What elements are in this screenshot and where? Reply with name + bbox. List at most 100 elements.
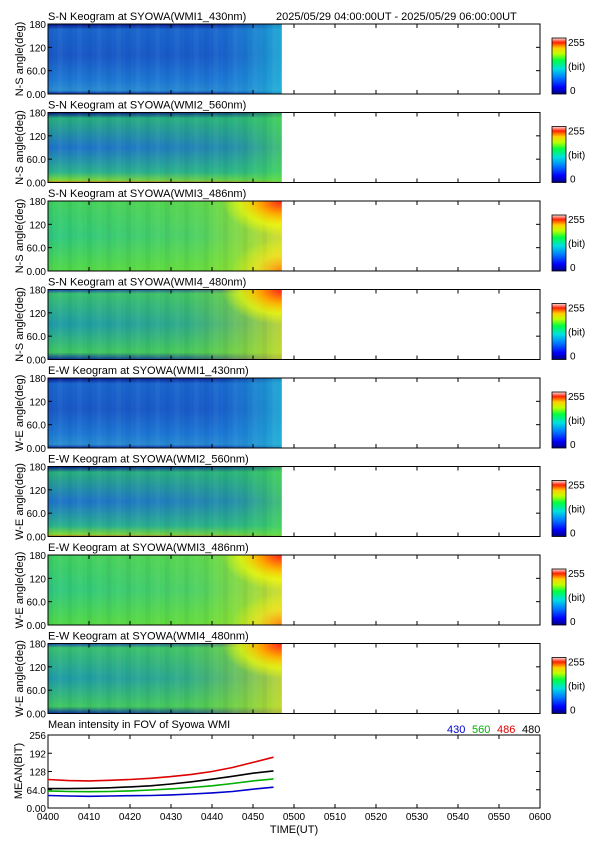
keogram-texture <box>145 201 151 271</box>
keogram-texture <box>116 378 122 448</box>
keogram-texture <box>116 112 122 183</box>
keogram-texture <box>57 555 63 625</box>
series-line-430 <box>47 786 274 798</box>
keogram-bright-edge <box>231 593 282 625</box>
keogram-texture <box>86 201 92 271</box>
x-tick-label: 0450 <box>242 812 265 823</box>
line-series <box>47 756 274 798</box>
colorbar-unit: (bit) <box>568 239 585 250</box>
keogram-texture <box>194 643 199 714</box>
y-tick-label: 256 <box>29 731 46 742</box>
x-axis-label: TIME(UT) <box>270 824 318 836</box>
colorbar-max: 255 <box>568 38 585 49</box>
colorbar <box>551 480 567 537</box>
keogram-texture <box>135 378 141 448</box>
keogram-texture <box>106 555 112 625</box>
keogram-texture <box>174 555 180 625</box>
colorbar-unit: (bit) <box>568 62 585 73</box>
keogram-texture <box>96 289 102 360</box>
x-tick-label: 0600 <box>529 812 552 823</box>
keogram-panel: E-W Keogram at SYOWA(WMI2_560nm)180 120 60… <box>14 454 585 544</box>
y-tick-label: 120 <box>29 486 46 497</box>
keogram-texture <box>116 555 122 625</box>
y-tick-label: 180 <box>29 286 46 297</box>
y-tick-label: 120 <box>29 43 46 54</box>
keogram-texture <box>96 201 102 271</box>
line-panel-title: Mean intensity in FOV of Syowa WMI <box>48 719 230 731</box>
y-tick-label: 0.00 <box>27 533 47 544</box>
keogram-texture <box>203 289 209 360</box>
y-tick-label: 120 <box>29 309 46 320</box>
keogram-texture <box>203 466 209 537</box>
keogram-texture <box>271 378 277 448</box>
x-tick-label: 0410 <box>78 812 101 823</box>
keogram-texture <box>194 555 199 625</box>
keogram-texture <box>57 201 63 271</box>
panel-title: E-W Keogram at SYOWA(WMI1_430nm) <box>48 365 249 377</box>
panel-title: S-N Keogram at SYOWA(WMI3_486nm) <box>48 188 246 200</box>
y-tick-label: 180 <box>29 374 46 385</box>
colorbar-max: 255 <box>568 304 585 315</box>
colorbar-unit: (bit) <box>568 682 585 693</box>
keogram-texture <box>145 112 151 183</box>
colorbar-max: 255 <box>568 481 585 492</box>
keogram-texture <box>271 112 277 183</box>
keogram-texture <box>184 201 190 271</box>
keogram-texture <box>125 466 131 537</box>
colorbar-max: 255 <box>568 658 585 669</box>
keogram-texture <box>242 466 248 537</box>
keogram-texture <box>252 378 258 448</box>
keogram-texture <box>194 466 199 537</box>
keogram-texture <box>242 112 248 183</box>
keogram-texture <box>184 289 190 360</box>
keogram-texture <box>174 201 180 271</box>
series-line-560 <box>47 778 274 793</box>
keogram-texture <box>213 24 219 94</box>
y-tick-label: 0.00 <box>27 267 47 278</box>
keogram-image-overlay <box>48 112 282 183</box>
keogram-texture <box>184 378 190 448</box>
keogram-texture <box>184 643 190 714</box>
x-tick-label: 0440 <box>201 812 224 823</box>
keogram-texture <box>67 378 73 448</box>
y-tick-label: 180 <box>29 109 46 120</box>
colorbar-max: 255 <box>568 127 585 138</box>
y-tick-label: 120 <box>29 574 46 585</box>
keogram-bright-edge <box>221 201 282 236</box>
keogram-texture <box>155 466 160 537</box>
colorbar-min: 0 <box>570 175 576 186</box>
panel-ylabel: W-E angle(deg) <box>14 552 26 629</box>
y-tick-label: 128 <box>29 768 46 779</box>
keogram-texture <box>125 201 131 271</box>
y-tick-label: 60.0 <box>27 598 47 609</box>
keogram-texture <box>252 24 258 94</box>
y-tick-label: 60.0 <box>27 67 47 78</box>
panel-title: E-W Keogram at SYOWA(WMI3_486nm) <box>48 542 249 554</box>
keogram-bright-edge <box>231 239 282 271</box>
keogram-image-overlay <box>48 466 282 537</box>
keogram-texture <box>86 643 92 714</box>
keogram-texture <box>106 201 112 271</box>
colorbar-max: 255 <box>568 392 585 403</box>
keogram-bright-edge <box>221 643 282 679</box>
y-tick-label: 0.00 <box>27 621 47 632</box>
keogram-texture <box>145 378 151 448</box>
keogram-texture <box>116 201 122 271</box>
keogram-texture <box>262 378 268 448</box>
keogram-texture <box>145 643 151 714</box>
y-tick-label: 180 <box>29 463 46 474</box>
y-tick-label: 60.0 <box>27 155 47 166</box>
keogram-texture <box>48 289 53 360</box>
keogram-texture <box>262 112 268 183</box>
colorbar-min: 0 <box>570 617 576 628</box>
y-tick-label: 192 <box>29 749 46 760</box>
y-tick-label: 60.0 <box>27 421 47 432</box>
keogram-texture <box>67 112 73 183</box>
keogram-texture <box>77 289 83 360</box>
keogram-texture <box>57 643 63 714</box>
colorbar-min: 0 <box>570 263 576 274</box>
panel-ylabel: W-E angle(deg) <box>14 640 26 717</box>
keogram-texture <box>86 378 92 448</box>
keogram-texture <box>203 555 209 625</box>
